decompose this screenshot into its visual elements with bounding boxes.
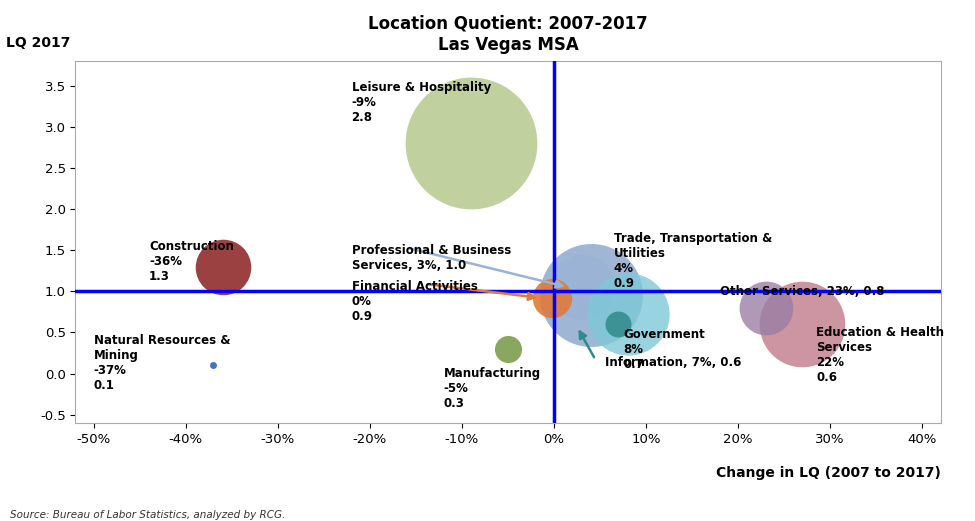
Point xyxy=(758,304,773,312)
Point xyxy=(214,263,230,271)
Text: Trade, Transportation &
Utilities
4%
0.9: Trade, Transportation & Utilities 4% 0.9 xyxy=(614,232,772,290)
Text: Source: Bureau of Labor Statistics, analyzed by RCG.: Source: Bureau of Labor Statistics, anal… xyxy=(10,511,285,520)
Text: Construction
-36%
1.3: Construction -36% 1.3 xyxy=(149,240,234,283)
Text: LQ 2017: LQ 2017 xyxy=(6,36,70,50)
Text: Leisure & Hospitality
-9%
2.8: Leisure & Hospitality -9% 2.8 xyxy=(352,81,490,125)
Point xyxy=(795,320,810,328)
Title: Location Quotient: 2007-2017
Las Vegas MSA: Location Quotient: 2007-2017 Las Vegas M… xyxy=(369,15,647,54)
Text: Manufacturing
-5%
0.3: Manufacturing -5% 0.3 xyxy=(444,367,541,410)
Text: Other Services, 23%, 0.8: Other Services, 23%, 0.8 xyxy=(720,285,884,298)
Text: Government
8%
0.7: Government 8% 0.7 xyxy=(623,328,705,370)
Point xyxy=(500,345,516,353)
Point xyxy=(544,294,560,302)
Point xyxy=(610,320,626,328)
Text: Information, 7%, 0.6: Information, 7%, 0.6 xyxy=(604,355,741,368)
Text: Financial Activities
0%
0.9: Financial Activities 0% 0.9 xyxy=(352,280,478,323)
Point xyxy=(463,139,479,147)
Point xyxy=(206,361,221,369)
Point xyxy=(583,291,599,300)
Text: Professional & Business
Services, 3%, 1.0: Professional & Business Services, 3%, 1.… xyxy=(352,244,511,271)
Text: Education & Health
Services
22%
0.6: Education & Health Services 22% 0.6 xyxy=(816,326,944,384)
Text: Natural Resources &
Mining
-37%
0.1: Natural Resources & Mining -37% 0.1 xyxy=(94,334,230,392)
Point xyxy=(574,283,590,291)
Text: Change in LQ (2007 to 2017): Change in LQ (2007 to 2017) xyxy=(716,466,941,480)
Point xyxy=(620,310,636,318)
